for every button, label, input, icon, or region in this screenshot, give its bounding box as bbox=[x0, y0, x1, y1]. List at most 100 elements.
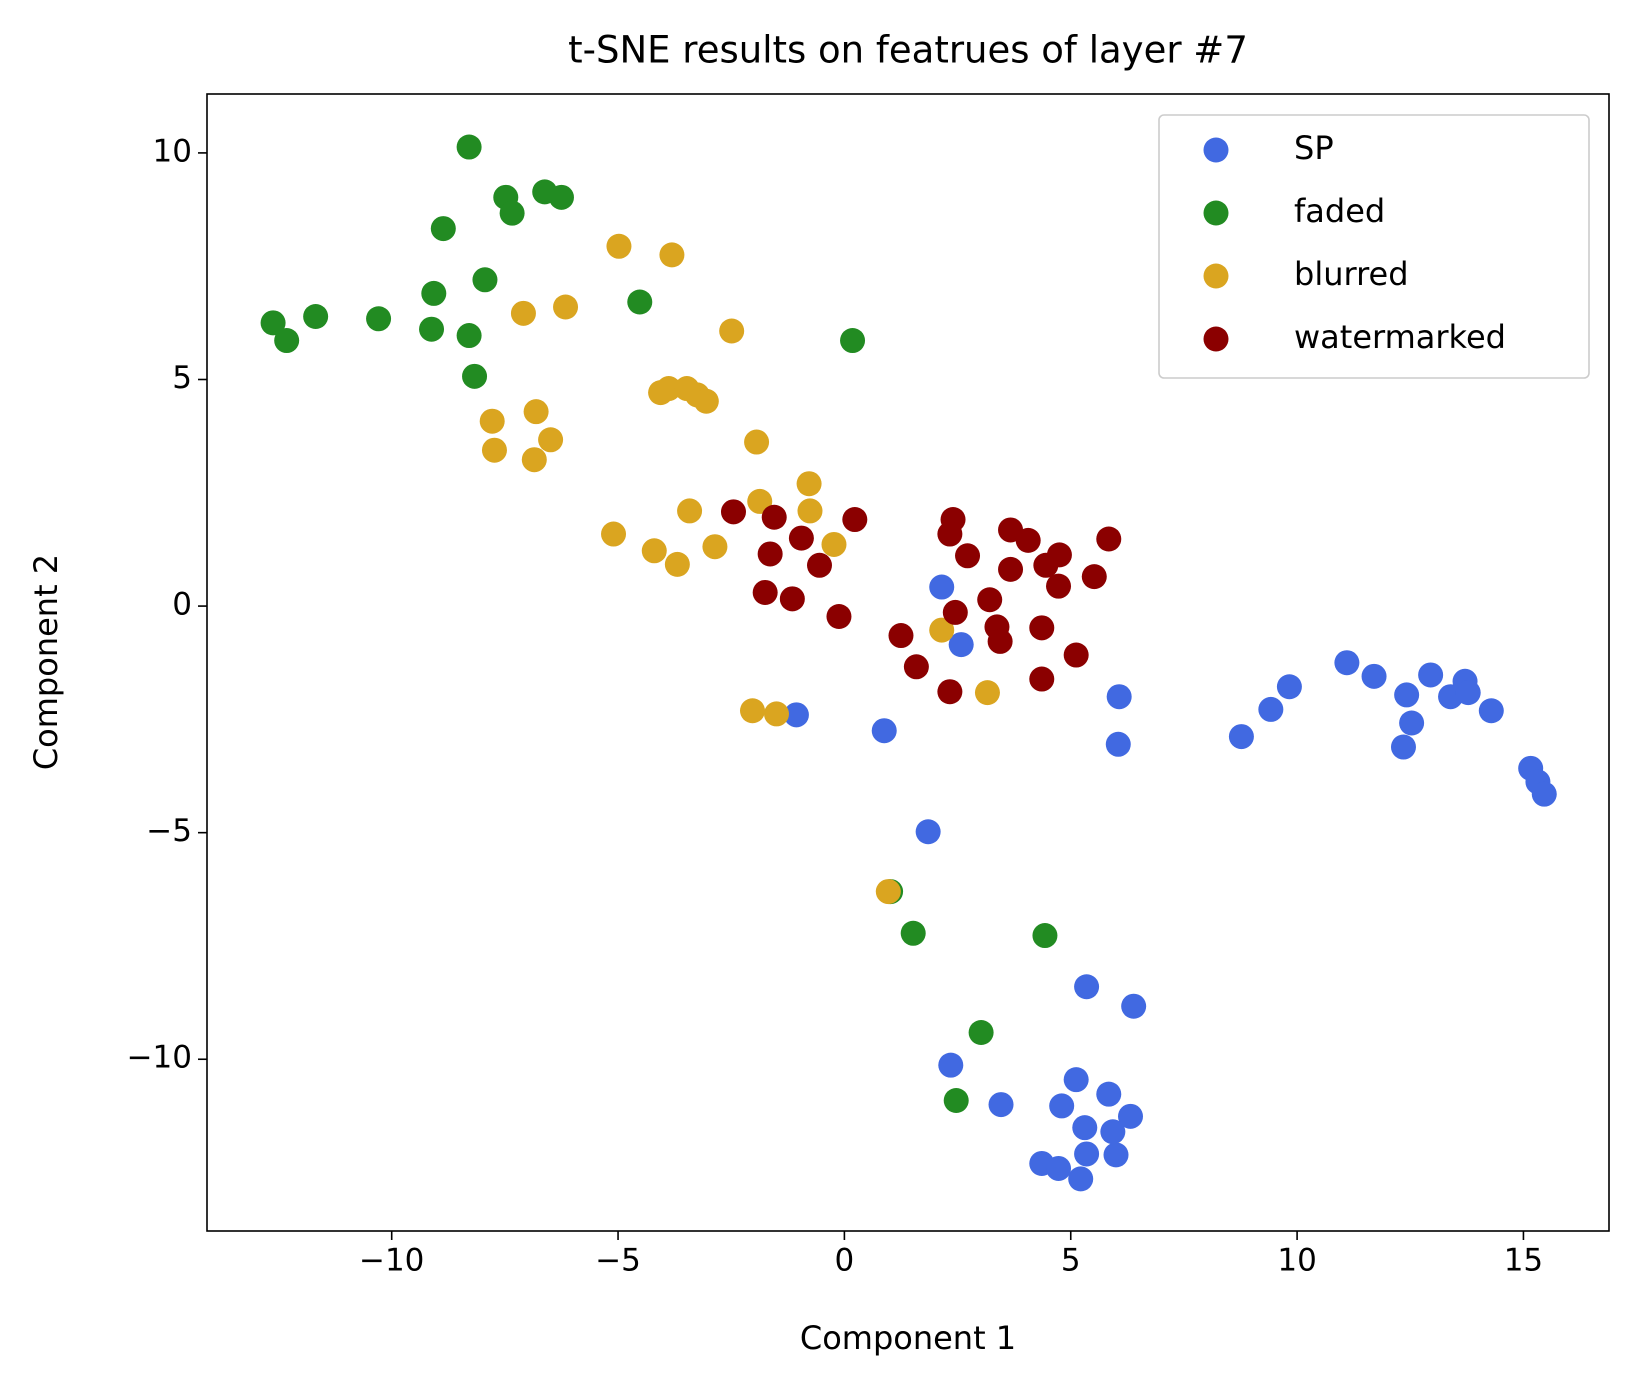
point bbox=[1046, 573, 1072, 599]
point bbox=[548, 184, 574, 210]
point bbox=[303, 304, 329, 330]
point bbox=[538, 427, 564, 453]
point bbox=[806, 552, 832, 578]
y-tick-label: 0 bbox=[172, 587, 192, 623]
point bbox=[1074, 1141, 1100, 1167]
point bbox=[1072, 1115, 1098, 1141]
point bbox=[1228, 724, 1254, 750]
point bbox=[1015, 527, 1041, 553]
point bbox=[744, 429, 770, 455]
point bbox=[1063, 642, 1089, 668]
point bbox=[842, 507, 868, 533]
point bbox=[1390, 734, 1416, 760]
point bbox=[1418, 662, 1444, 688]
point bbox=[274, 328, 300, 354]
x-axis-label: Component 1 bbox=[800, 1319, 1016, 1357]
x-tick-label: −5 bbox=[595, 1243, 641, 1279]
point bbox=[677, 498, 703, 524]
legend-marker bbox=[1203, 326, 1229, 352]
point bbox=[943, 1087, 969, 1113]
point bbox=[430, 216, 456, 242]
x-tick-label: 0 bbox=[835, 1243, 855, 1279]
point bbox=[1478, 698, 1504, 724]
point bbox=[888, 623, 914, 649]
point bbox=[929, 617, 955, 643]
point bbox=[915, 819, 941, 845]
legend-label: SP bbox=[1294, 129, 1334, 167]
point bbox=[988, 1092, 1014, 1118]
point bbox=[1106, 684, 1132, 710]
point bbox=[796, 471, 822, 497]
point bbox=[366, 306, 392, 332]
point bbox=[456, 323, 482, 349]
point bbox=[606, 233, 632, 259]
point bbox=[1121, 993, 1147, 1019]
point bbox=[903, 654, 929, 680]
legend-label: blurred bbox=[1294, 255, 1409, 293]
point bbox=[1074, 974, 1100, 1000]
point bbox=[720, 499, 746, 525]
legend-marker bbox=[1203, 137, 1229, 163]
point bbox=[1394, 682, 1420, 708]
point bbox=[499, 200, 525, 226]
point bbox=[693, 388, 719, 414]
point bbox=[977, 587, 1003, 613]
point bbox=[1049, 1093, 1075, 1119]
point bbox=[702, 534, 728, 560]
point bbox=[937, 679, 963, 705]
y-tick-label: 5 bbox=[172, 360, 192, 396]
point bbox=[719, 318, 745, 344]
point bbox=[1361, 663, 1387, 689]
point bbox=[900, 920, 926, 946]
point bbox=[752, 579, 778, 605]
point bbox=[481, 437, 507, 463]
point bbox=[1096, 526, 1122, 552]
point bbox=[779, 586, 805, 612]
point bbox=[1068, 1166, 1094, 1192]
point bbox=[462, 363, 488, 389]
y-tick-label: 10 bbox=[153, 133, 192, 169]
x-tick-label: −10 bbox=[359, 1243, 424, 1279]
point bbox=[1029, 666, 1055, 692]
point bbox=[656, 376, 682, 402]
legend-marker bbox=[1203, 263, 1229, 289]
point bbox=[1399, 710, 1425, 736]
point bbox=[974, 680, 1000, 706]
x-tick-label: 15 bbox=[1504, 1243, 1543, 1279]
point bbox=[1334, 650, 1360, 676]
y-tick-label: −10 bbox=[127, 1040, 192, 1076]
point bbox=[761, 504, 787, 530]
point bbox=[937, 521, 963, 547]
point bbox=[521, 447, 547, 473]
point bbox=[747, 488, 773, 514]
point bbox=[664, 551, 690, 577]
y-axis-label: Component 2 bbox=[27, 554, 65, 770]
point bbox=[987, 628, 1013, 654]
point bbox=[1531, 781, 1557, 807]
point bbox=[260, 310, 286, 336]
point bbox=[1258, 696, 1284, 722]
legend-marker bbox=[1203, 200, 1229, 226]
point bbox=[1455, 680, 1481, 706]
point bbox=[1276, 674, 1302, 700]
point bbox=[871, 718, 897, 744]
point bbox=[998, 556, 1024, 582]
point bbox=[788, 525, 814, 551]
point bbox=[757, 541, 783, 567]
point bbox=[641, 538, 667, 564]
point bbox=[1105, 731, 1131, 757]
chart-title: t-SNE results on featrues of layer #7 bbox=[568, 29, 1248, 72]
point bbox=[821, 531, 847, 557]
point bbox=[1032, 923, 1058, 949]
point bbox=[1081, 564, 1107, 590]
point bbox=[1029, 615, 1055, 641]
legend-box bbox=[1158, 114, 1590, 379]
point bbox=[627, 289, 653, 315]
point bbox=[955, 543, 981, 569]
point bbox=[739, 698, 765, 724]
point bbox=[523, 399, 549, 425]
point bbox=[1046, 1155, 1072, 1181]
plot-frame bbox=[206, 93, 1610, 1232]
